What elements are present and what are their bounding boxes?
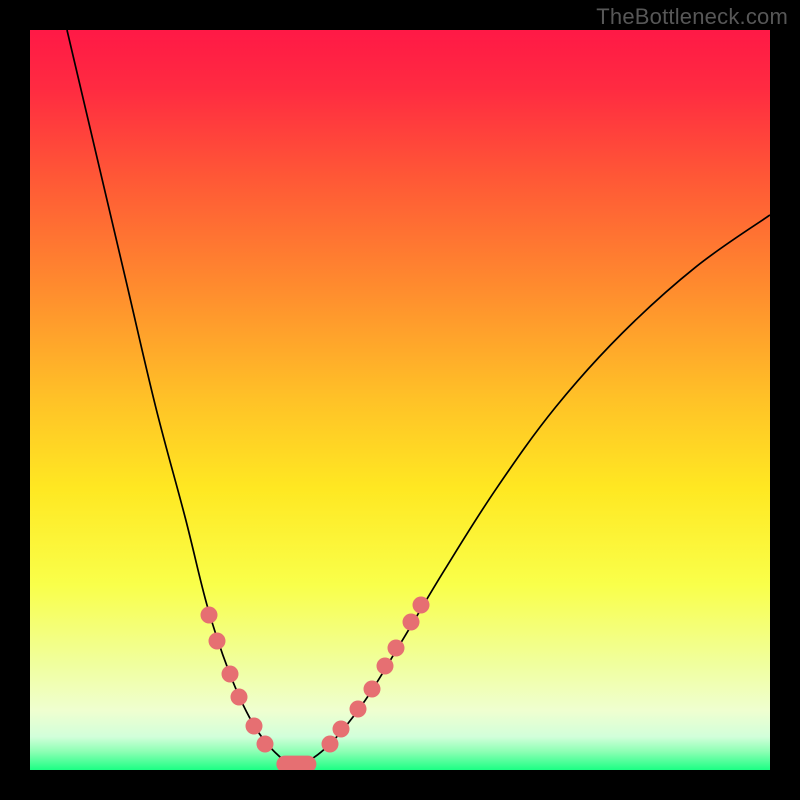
chart-background (30, 30, 770, 770)
gradient-rect (30, 30, 770, 770)
watermark-text: TheBottleneck.com (596, 4, 788, 30)
